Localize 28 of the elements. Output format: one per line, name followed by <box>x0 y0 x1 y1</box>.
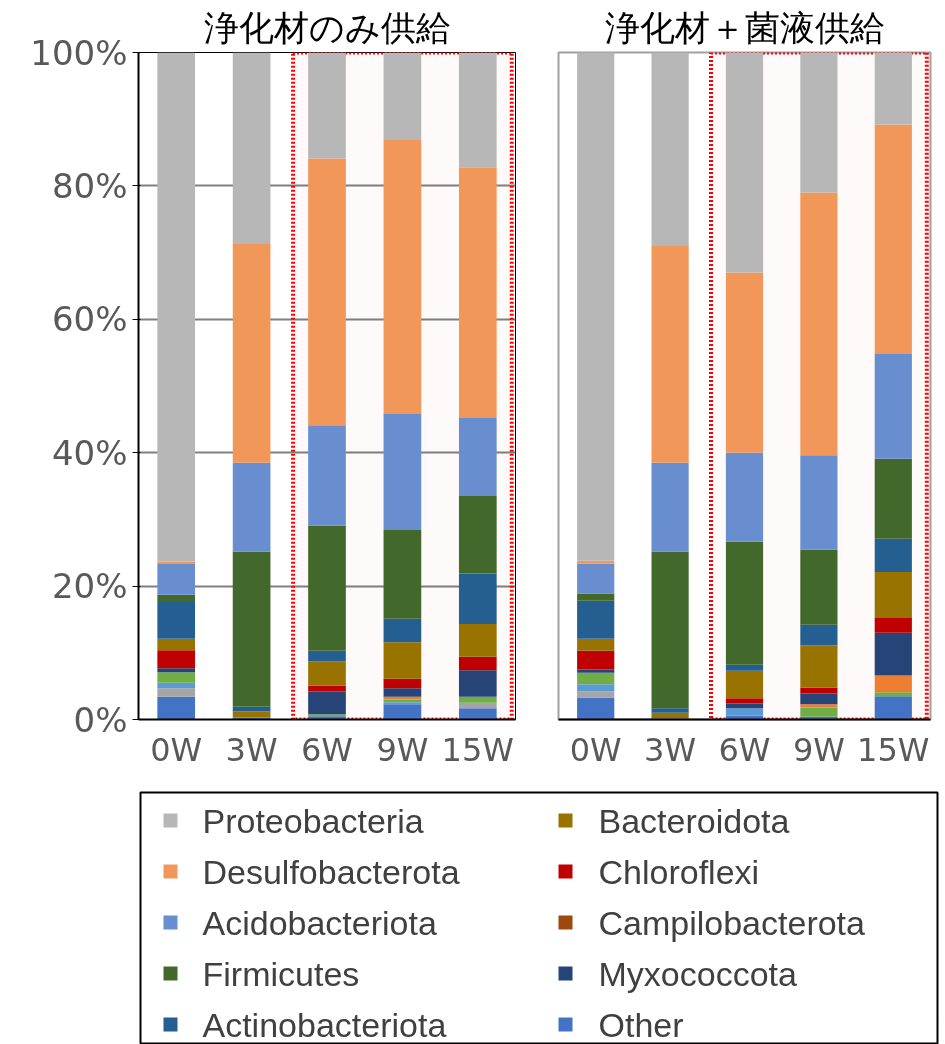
x-tick-label: 3W <box>225 730 278 769</box>
legend-label: Bacteroidota <box>598 801 790 840</box>
y-tick-label: 0% <box>73 699 128 740</box>
y-tick-label: 80% <box>51 165 128 206</box>
legend-label: Chloroflexi <box>598 852 760 891</box>
y-tick-label: 60% <box>51 299 128 340</box>
x-tick-label: 9W <box>376 730 429 769</box>
x-tick-label: 0W <box>569 730 622 769</box>
legend-label: Actinobacteriota <box>202 1005 447 1044</box>
legend-label: Campilobacterota <box>598 903 866 942</box>
legend-label: Desulfobacterota <box>202 852 460 891</box>
legend-label: Acidobacteriota <box>202 903 437 942</box>
legend-label: Firmicutes <box>202 954 360 993</box>
y-tick-label: 20% <box>51 566 128 607</box>
x-tick-label: 15W <box>857 730 930 769</box>
x-tick-label: 0W <box>150 730 203 769</box>
legend-label: Myxococcota <box>598 954 797 993</box>
x-tick-label: 9W <box>792 730 845 769</box>
chart-title: 浄化材＋菌液供給 <box>604 7 885 48</box>
legend-label: Other <box>598 1005 684 1044</box>
x-tick-label: 6W <box>301 730 353 769</box>
chart-title: 浄化材のみ供給 <box>203 7 451 48</box>
y-tick-label: 40% <box>51 432 128 473</box>
x-tick-label: 3W <box>644 730 697 769</box>
y-tick-label: 100% <box>30 32 128 73</box>
x-tick-label: 15W <box>441 730 514 769</box>
x-tick-label: 6W <box>718 730 771 769</box>
legend-label: Proteobacteria <box>202 801 424 840</box>
